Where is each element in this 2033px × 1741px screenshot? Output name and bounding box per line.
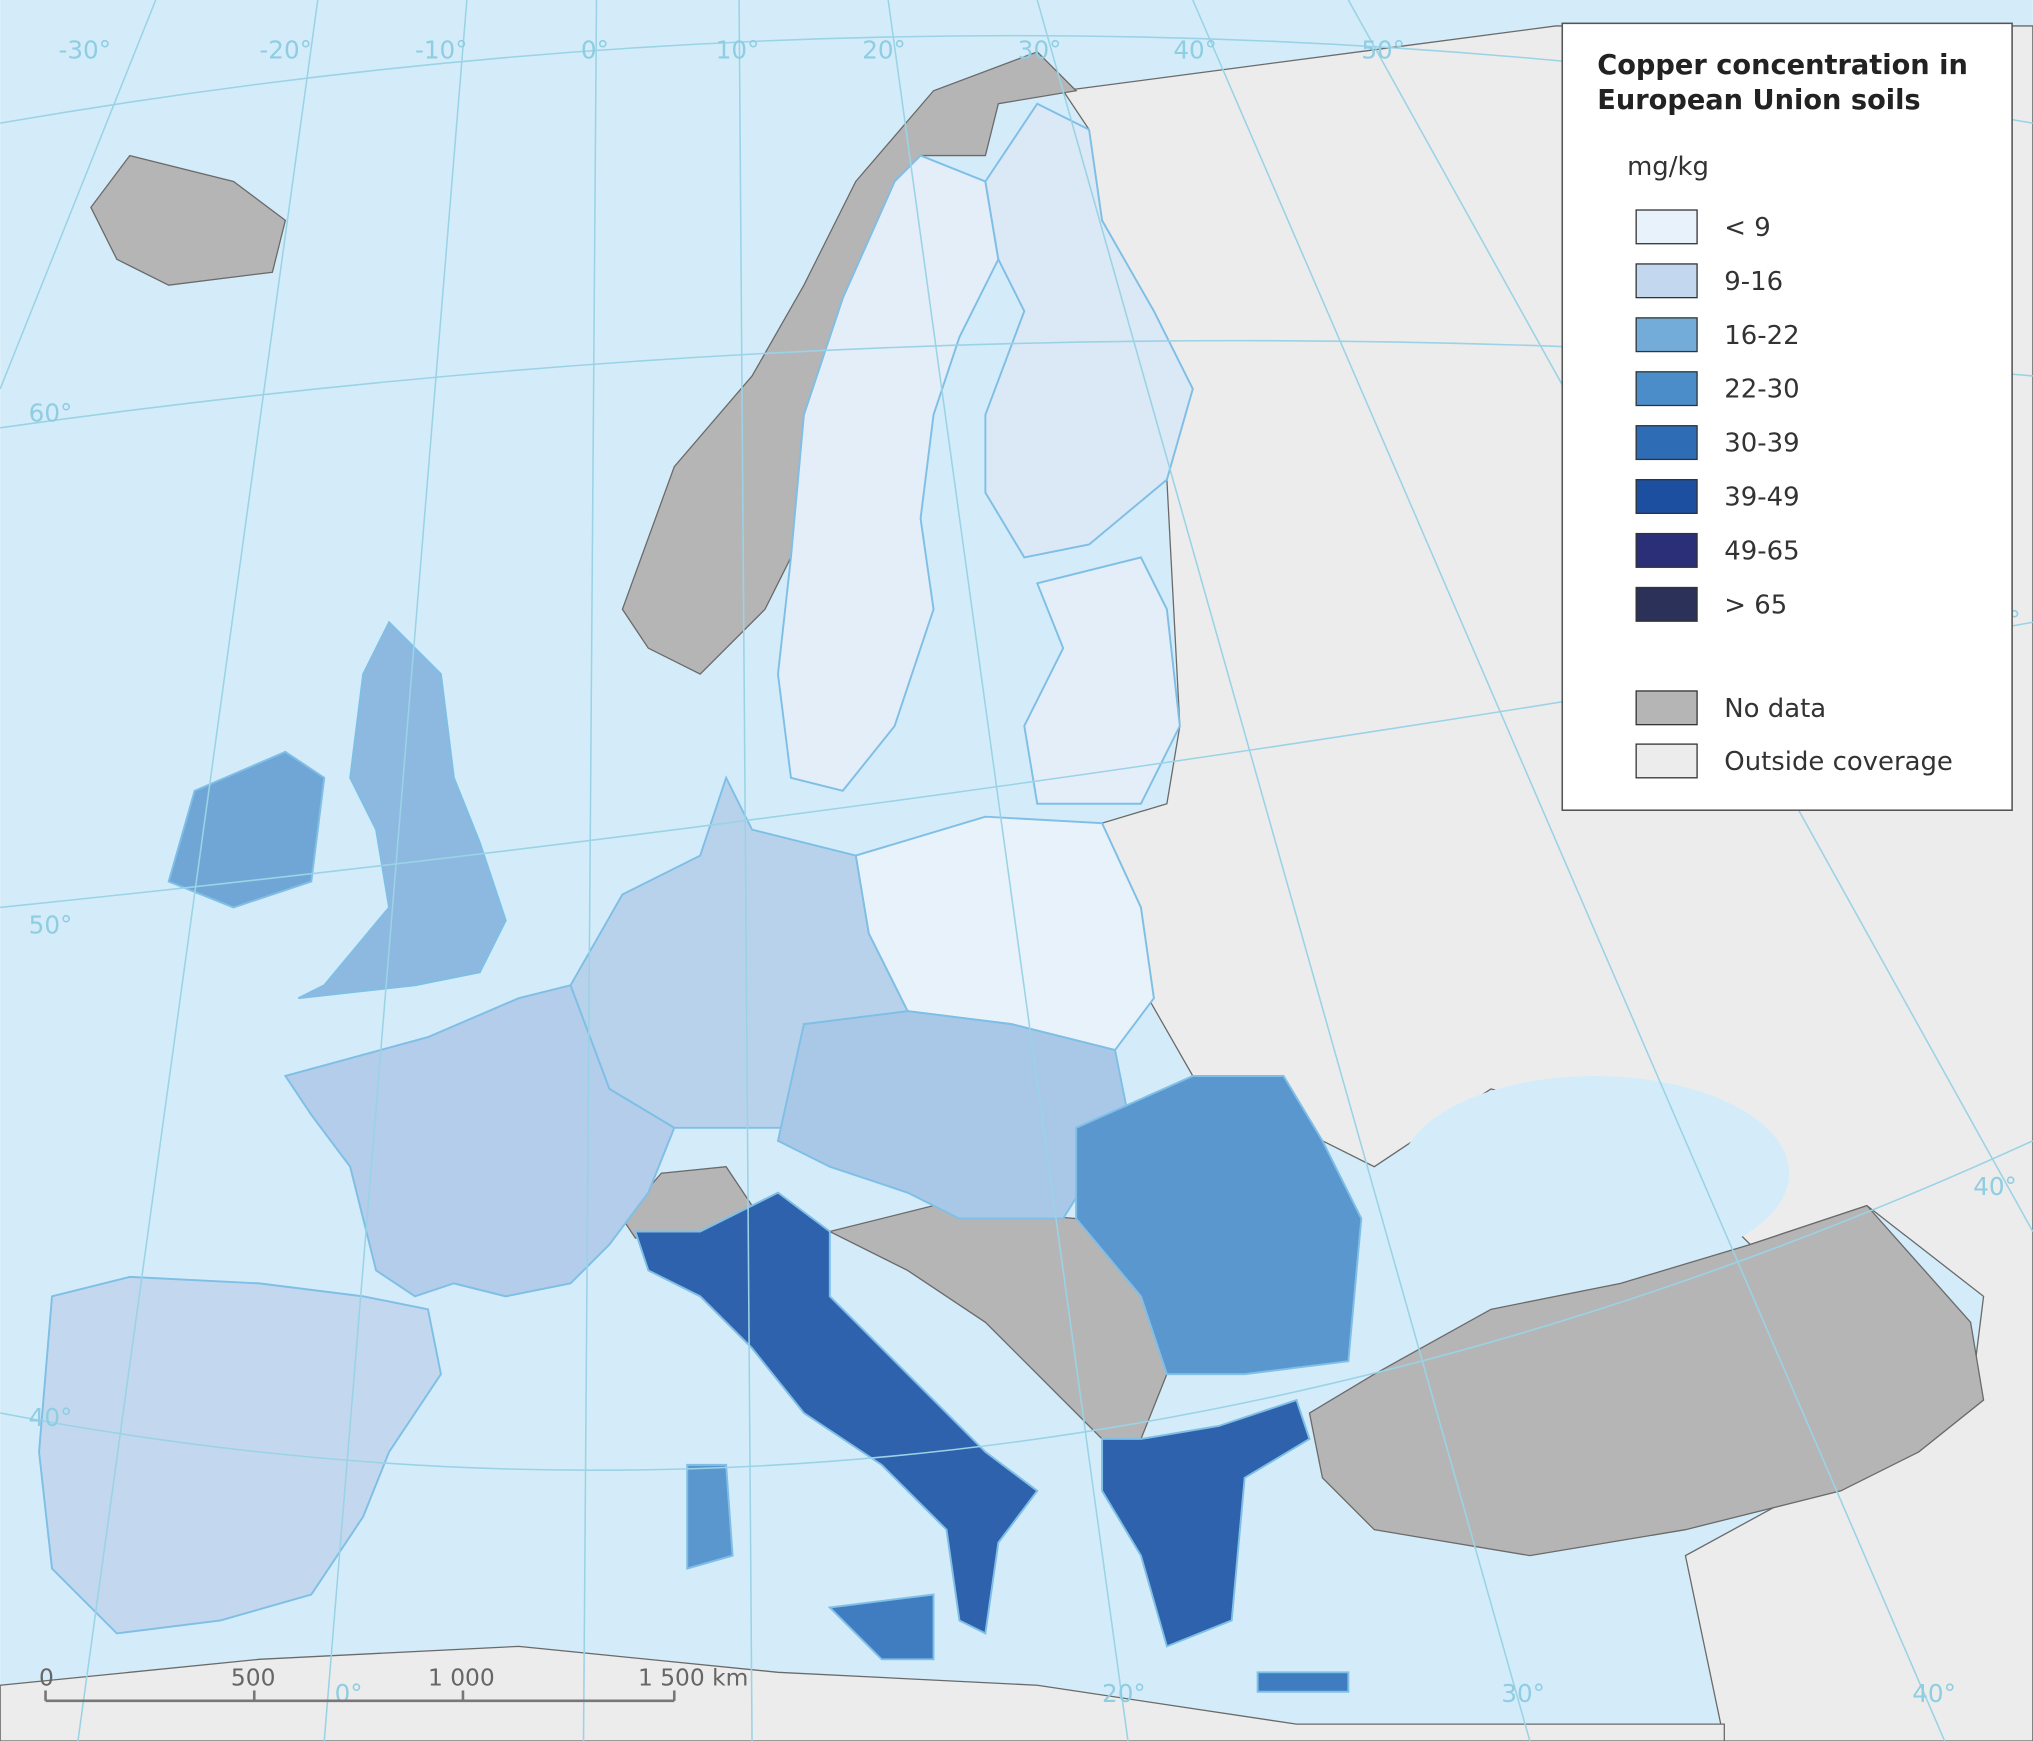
legend: Copper concentration in European Union s… [1561, 22, 2013, 811]
legend-swatch [1635, 743, 1698, 779]
scale-label: 0 [39, 1663, 54, 1691]
eu-soils [38, 102, 1363, 1693]
legend-label: Outside coverage [1724, 747, 1953, 777]
legend-swatch [1635, 371, 1698, 407]
legend-label: > 65 [1724, 590, 1787, 620]
graticule-label: 50° [1361, 35, 1405, 64]
graticule-label: -30° [58, 35, 111, 64]
graticule-label: 50° [29, 910, 73, 939]
graticule-label: 20° [1102, 1679, 1146, 1708]
legend-swatch [1635, 263, 1698, 299]
graticule-label: 60° [29, 398, 73, 427]
graticule-label: 20° [862, 35, 906, 64]
graticule-label: -20° [259, 35, 312, 64]
no-data-areas [90, 51, 1985, 1557]
legend-label: 49-65 [1724, 537, 1799, 567]
legend-label: 16-22 [1724, 321, 1799, 351]
legend-label: 9-16 [1724, 267, 1783, 297]
legend-swatch [1635, 317, 1698, 353]
legend-box [1561, 22, 2013, 811]
scale-label: 500 [231, 1663, 276, 1691]
scale-labels: 0 500 1 000 1 500 km [39, 1663, 748, 1691]
legend-swatch [1635, 209, 1698, 245]
legend-swatch [1635, 425, 1698, 461]
scale-label: 1 500 km [638, 1663, 748, 1691]
black-sea [1400, 1075, 1790, 1271]
legend-title: Copper concentration in [1597, 50, 1968, 81]
scale-bar [44, 1690, 676, 1703]
graticule-label: 10° [716, 35, 760, 64]
legend-swatch [1635, 532, 1698, 568]
graticule-label: 40° [29, 1403, 73, 1432]
graticule-labels: -30°-20°-10°0°10°20°30°40°50°60°70°60°50… [29, 35, 2021, 1708]
legend-unit: mg/kg [1627, 152, 1709, 182]
graticule-label: 30° [1501, 1679, 1545, 1708]
legend-label: 39-49 [1724, 483, 1799, 513]
graticule-label: 40° [1912, 1679, 1956, 1708]
graticule-label: 0° [581, 35, 609, 64]
graticule-label: 40° [1973, 1172, 2017, 1201]
legend-swatch [1635, 690, 1698, 726]
legend-label: No data [1724, 694, 1826, 724]
legend-title: European Union soils [1597, 85, 1920, 116]
scale-label: 1 000 [428, 1663, 495, 1691]
legend-label: < 9 [1724, 213, 1770, 243]
graticule-label: 40° [1173, 35, 1217, 64]
legend-swatch [1635, 479, 1698, 515]
graticule-label: -10° [415, 35, 468, 64]
legend-label: 22-30 [1724, 375, 1799, 405]
graticule-label: 0° [335, 1679, 363, 1708]
africa [0, 1645, 1725, 1741]
legend-swatch [1635, 586, 1698, 622]
graticule-label: 30° [1018, 35, 1062, 64]
legend-label: 30-39 [1724, 429, 1799, 459]
